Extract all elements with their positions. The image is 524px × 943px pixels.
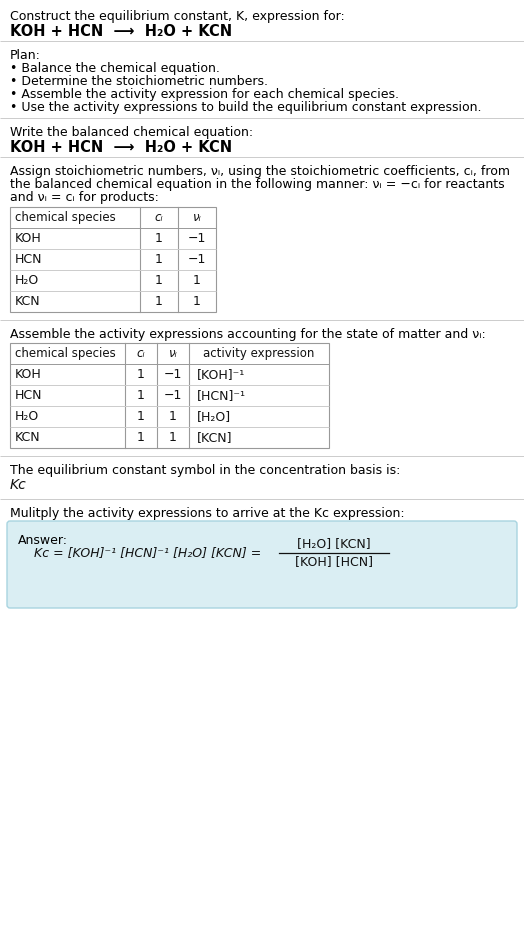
Text: • Determine the stoichiometric numbers.: • Determine the stoichiometric numbers. <box>10 75 268 88</box>
Text: activity expression: activity expression <box>203 347 315 360</box>
Text: cᵢ: cᵢ <box>137 347 145 360</box>
Text: 1: 1 <box>137 431 145 444</box>
Text: Mulitply the activity expressions to arrive at the Kᴄ expression:: Mulitply the activity expressions to arr… <box>10 507 405 520</box>
Text: H₂O: H₂O <box>15 410 39 423</box>
Text: 1: 1 <box>137 389 145 402</box>
Text: 1: 1 <box>193 274 201 287</box>
Text: [KCN]: [KCN] <box>197 431 233 444</box>
Text: Assign stoichiometric numbers, νᵢ, using the stoichiometric coefficients, cᵢ, fr: Assign stoichiometric numbers, νᵢ, using… <box>10 165 510 178</box>
Text: [HCN]⁻¹: [HCN]⁻¹ <box>197 389 246 402</box>
Text: chemical species: chemical species <box>15 211 116 224</box>
Text: The equilibrium constant symbol in the concentration basis is:: The equilibrium constant symbol in the c… <box>10 464 400 477</box>
Text: 1: 1 <box>169 410 177 423</box>
Text: 1: 1 <box>155 253 163 266</box>
Text: • Use the activity expressions to build the equilibrium constant expression.: • Use the activity expressions to build … <box>10 101 482 114</box>
Text: 1: 1 <box>155 295 163 308</box>
Text: KCN: KCN <box>15 295 41 308</box>
Text: −1: −1 <box>164 368 182 381</box>
Text: • Assemble the activity expression for each chemical species.: • Assemble the activity expression for e… <box>10 88 399 101</box>
Text: KOH: KOH <box>15 232 42 245</box>
Text: [KOH] [HCN]: [KOH] [HCN] <box>295 555 373 569</box>
Text: and νᵢ = cᵢ for products:: and νᵢ = cᵢ for products: <box>10 191 159 204</box>
Text: Plan:: Plan: <box>10 49 41 62</box>
Text: Kᴄ = [KOH]⁻¹ [HCN]⁻¹ [H₂O] [KCN] =: Kᴄ = [KOH]⁻¹ [HCN]⁻¹ [H₂O] [KCN] = <box>34 547 261 559</box>
Text: HCN: HCN <box>15 389 42 402</box>
Text: −1: −1 <box>188 253 206 266</box>
Text: KOH + HCN  ⟶  H₂O + KCN: KOH + HCN ⟶ H₂O + KCN <box>10 140 232 155</box>
Text: cᵢ: cᵢ <box>155 211 163 224</box>
Text: KOH + HCN  ⟶  H₂O + KCN: KOH + HCN ⟶ H₂O + KCN <box>10 24 232 39</box>
Text: HCN: HCN <box>15 253 42 266</box>
Text: Answer:: Answer: <box>18 534 68 547</box>
Text: Kᴄ: Kᴄ <box>10 478 27 492</box>
Text: 1: 1 <box>137 410 145 423</box>
Text: KCN: KCN <box>15 431 41 444</box>
Text: νᵢ: νᵢ <box>193 211 201 224</box>
Text: 1: 1 <box>155 274 163 287</box>
Text: 1: 1 <box>169 431 177 444</box>
Text: [KOH]⁻¹: [KOH]⁻¹ <box>197 368 245 381</box>
Text: νᵢ: νᵢ <box>169 347 178 360</box>
Text: Construct the equilibrium constant, K, expression for:: Construct the equilibrium constant, K, e… <box>10 10 345 23</box>
Bar <box>10 207 216 312</box>
Text: KOH: KOH <box>15 368 42 381</box>
Text: H₂O: H₂O <box>15 274 39 287</box>
Text: chemical species: chemical species <box>15 347 116 360</box>
Text: Assemble the activity expressions accounting for the state of matter and νᵢ:: Assemble the activity expressions accoun… <box>10 328 486 341</box>
Text: 1: 1 <box>137 368 145 381</box>
FancyBboxPatch shape <box>7 521 517 608</box>
Text: −1: −1 <box>188 232 206 245</box>
Bar <box>10 343 329 448</box>
Text: [H₂O]: [H₂O] <box>197 410 231 423</box>
Text: [H₂O] [KCN]: [H₂O] [KCN] <box>297 538 371 551</box>
Text: 1: 1 <box>193 295 201 308</box>
Text: Write the balanced chemical equation:: Write the balanced chemical equation: <box>10 126 253 139</box>
Text: 1: 1 <box>155 232 163 245</box>
Text: −1: −1 <box>164 389 182 402</box>
Text: • Balance the chemical equation.: • Balance the chemical equation. <box>10 62 220 75</box>
Text: the balanced chemical equation in the following manner: νᵢ = −cᵢ for reactants: the balanced chemical equation in the fo… <box>10 178 505 191</box>
